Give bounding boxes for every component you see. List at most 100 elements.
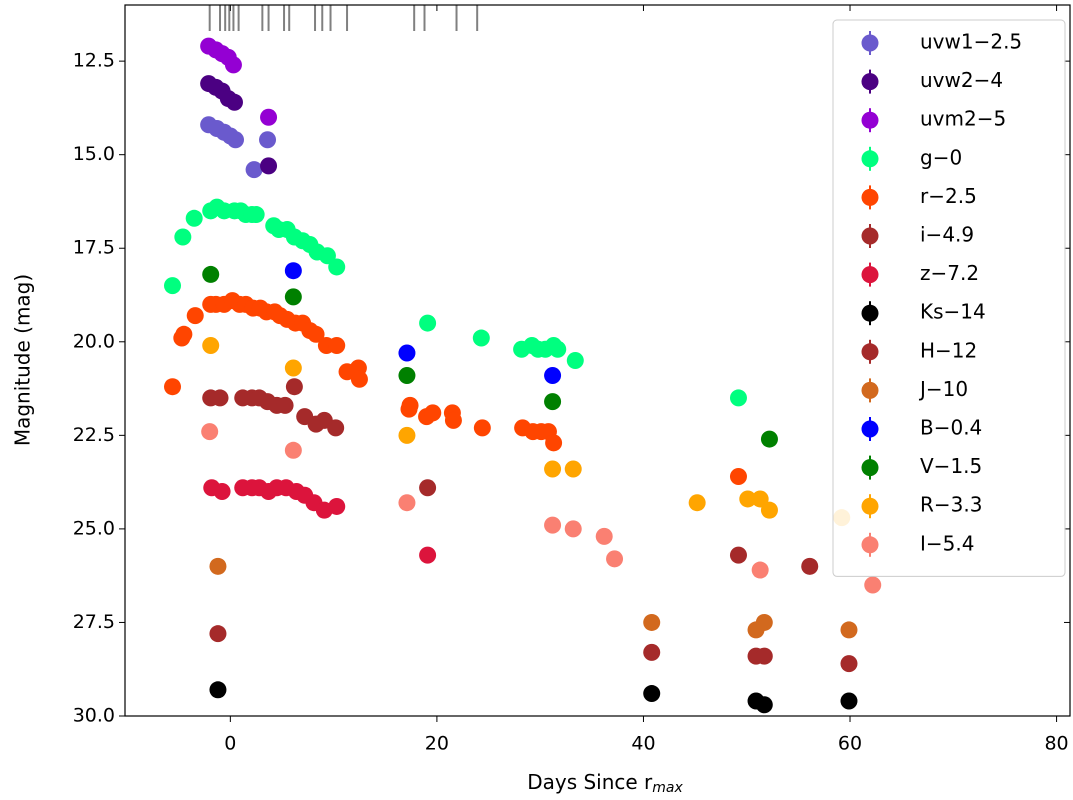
data-point [729, 468, 747, 486]
legend-marker [861, 111, 879, 129]
data-point [729, 389, 747, 407]
legend-label: J−10 [918, 377, 968, 401]
data-point [595, 527, 613, 545]
x-tick-label: 0 [224, 733, 236, 755]
legend-marker [861, 34, 879, 52]
data-point [284, 441, 302, 459]
data-point [209, 681, 227, 699]
data-point [688, 494, 706, 512]
legend-label: z−7.2 [920, 261, 979, 285]
legend-label: Ks−14 [920, 300, 986, 324]
data-point [318, 247, 336, 265]
x-axis-label-subscript: max [652, 780, 683, 796]
legend-marker [861, 497, 879, 515]
x-tick-label: 20 [425, 733, 449, 755]
data-point [350, 370, 368, 388]
data-point [202, 265, 220, 283]
data-point [840, 621, 858, 639]
data-point [227, 131, 245, 149]
data-point [164, 277, 182, 295]
plot-frame [124, 4, 1071, 717]
data-point [544, 516, 562, 534]
legend-label: B−0.4 [920, 416, 982, 440]
x-tick-label: 40 [631, 733, 655, 755]
x-axis-label-text: Days Since r [527, 770, 653, 794]
data-point [285, 378, 303, 396]
data-point [209, 625, 227, 643]
legend-label: uvm2−5 [920, 107, 1006, 131]
data-point [545, 434, 563, 452]
data-point [247, 206, 265, 224]
data-point [801, 557, 819, 575]
data-point [840, 655, 858, 673]
data-point [213, 482, 231, 500]
data-point [186, 307, 204, 325]
data-point [566, 352, 584, 369]
data-point [164, 378, 182, 396]
data-point [564, 460, 582, 478]
data-point [175, 325, 193, 343]
legend-label: g−0 [920, 145, 962, 169]
data-point [224, 56, 242, 74]
data-point [328, 337, 346, 355]
data-point [419, 546, 437, 564]
data-point [276, 396, 294, 414]
y-tick-label: 15.0 [73, 143, 115, 165]
data-point [328, 497, 346, 515]
data-point [755, 613, 773, 631]
data-point [729, 546, 747, 564]
data-point [643, 613, 661, 631]
data-point [544, 393, 562, 411]
data-point [284, 262, 302, 280]
data-point [755, 647, 773, 665]
data-point [307, 325, 325, 343]
legend-marker [861, 73, 879, 91]
data-point [739, 490, 757, 508]
x-tick-label: 80 [1044, 733, 1068, 755]
data-point [864, 576, 882, 594]
x-axis-label: Days Since rmax [527, 770, 683, 797]
legend-label: H−12 [920, 338, 977, 362]
data-point [760, 430, 778, 448]
y-tick-label: 30.0 [73, 705, 115, 727]
data-point [840, 692, 858, 710]
x-tick-label: 60 [838, 733, 862, 755]
y-tick-label: 20.0 [73, 330, 115, 352]
data-point [473, 419, 491, 437]
data-point [755, 696, 773, 714]
y-tick-label: 25.0 [73, 517, 115, 539]
data-point [544, 460, 562, 478]
data-point [549, 340, 567, 358]
legend-marker [861, 227, 879, 245]
legend-marker [861, 343, 879, 361]
data-point [201, 423, 219, 441]
data-point [225, 93, 243, 111]
data-point [751, 490, 769, 508]
data-point [398, 494, 416, 512]
data-point [419, 479, 437, 497]
legend-box [832, 19, 1066, 577]
legend-marker [861, 150, 879, 168]
legend-label: R−3.3 [920, 493, 982, 517]
data-point [398, 344, 416, 362]
data-point [398, 426, 416, 444]
legend-marker [861, 536, 879, 554]
data-point [401, 396, 419, 414]
legend-label: V−1.5 [920, 454, 982, 478]
legend-label: r−2.5 [920, 184, 977, 208]
legend-marker [861, 420, 879, 438]
data-point [209, 557, 227, 575]
y-tick-label: 12.5 [73, 50, 115, 72]
data-point [260, 157, 278, 175]
data-point [643, 685, 661, 703]
legend-marker [861, 381, 879, 399]
data-point [398, 366, 416, 384]
y-tick-label: 22.5 [73, 424, 115, 446]
data-point [444, 411, 462, 429]
data-point [284, 288, 302, 306]
data-point [284, 359, 302, 377]
data-point [544, 366, 562, 384]
data-point [760, 501, 778, 519]
